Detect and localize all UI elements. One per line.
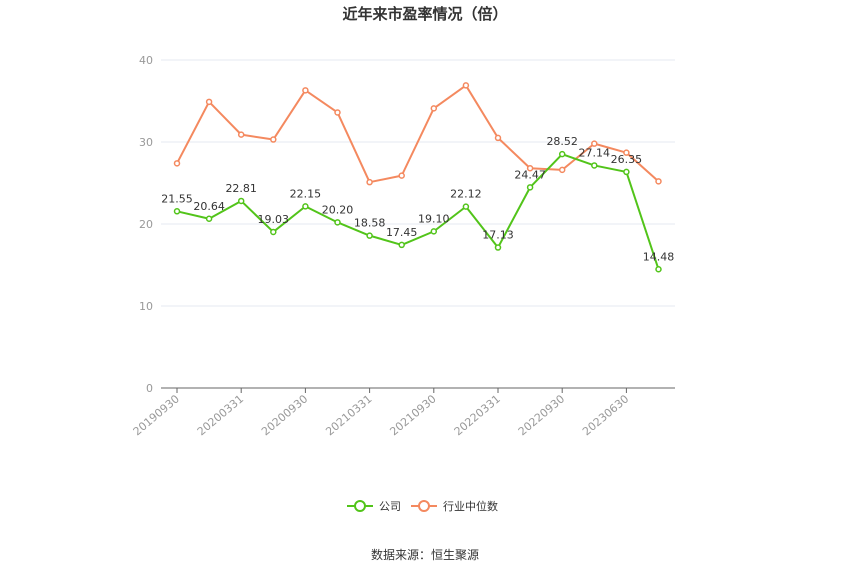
industry-median-point xyxy=(270,136,277,143)
company-data-label: 18.58 xyxy=(354,217,386,230)
x-tick-label: 20200930 xyxy=(259,392,310,438)
company-point xyxy=(173,208,181,215)
industry-median-point xyxy=(205,98,213,106)
industry-median-point xyxy=(366,178,373,186)
company-point xyxy=(591,162,598,169)
company-point xyxy=(302,203,309,210)
y-tick-label: 10 xyxy=(139,300,153,313)
company-point xyxy=(494,244,502,251)
company-data-label: 27.14 xyxy=(579,146,611,159)
x-tick-label: 20210331 xyxy=(323,392,374,438)
industry-median-point xyxy=(237,131,245,138)
company-data-label: 17.45 xyxy=(386,226,418,239)
legend-industry-marker xyxy=(418,500,430,512)
x-tick-label: 20220930 xyxy=(516,392,567,438)
company-data-label: 26.35 xyxy=(611,153,643,166)
x-tick-label: 20200331 xyxy=(195,392,246,438)
industry-median-point xyxy=(173,160,181,167)
company-point xyxy=(623,168,630,176)
company-data-label: 22.15 xyxy=(290,187,322,200)
company-data-label: 20.64 xyxy=(193,200,225,213)
industry-median-point xyxy=(430,105,438,112)
x-tick-label: 20190930 xyxy=(131,392,182,438)
legend-industry-label: 行业中位数 xyxy=(443,499,498,513)
company-data-label: 19.03 xyxy=(258,213,290,226)
company-point xyxy=(366,232,373,239)
industry-median-point xyxy=(558,166,566,174)
x-tick-label: 20220331 xyxy=(452,392,503,438)
industry-median-point xyxy=(623,149,630,156)
industry-median-point xyxy=(398,172,405,179)
data-source: 数据来源：恒生聚源 xyxy=(371,547,479,562)
company-point xyxy=(655,266,662,273)
company-point xyxy=(398,241,405,249)
company-point xyxy=(270,228,277,236)
chart-title: 近年来市盈率情况（倍） xyxy=(342,5,507,23)
legend-item-company[interactable]: 公司 xyxy=(347,500,401,513)
industry-median-point xyxy=(494,134,502,142)
industry-median-point xyxy=(462,82,470,89)
company-data-label: 22.81 xyxy=(225,182,257,195)
industry-median-point xyxy=(655,178,662,185)
y-tick-label: 0 xyxy=(146,382,153,395)
y-tick-label: 30 xyxy=(139,136,153,149)
company-data-label: 28.52 xyxy=(546,135,578,148)
legend-item-industry-median[interactable]: 行业中位数 xyxy=(411,499,498,513)
company-data-label: 20.20 xyxy=(322,203,354,216)
company-line xyxy=(176,153,660,270)
company-point xyxy=(558,150,566,158)
company-point xyxy=(430,228,438,235)
company-data-label: 22.12 xyxy=(450,188,482,201)
company-data-label: 21.55 xyxy=(161,192,193,205)
x-tick-label: 20230630 xyxy=(580,392,631,438)
company-point xyxy=(205,215,213,223)
y-tick-label: 20 xyxy=(139,218,153,231)
industry-median-point xyxy=(591,140,598,147)
industry-median-point xyxy=(302,87,309,94)
company-data-label: 14.48 xyxy=(643,250,675,263)
company-point xyxy=(237,197,245,205)
y-tick-label: 40 xyxy=(139,54,153,67)
industry-median-line xyxy=(176,84,660,184)
legend-company-marker xyxy=(354,500,366,512)
legend-company-label: 公司 xyxy=(379,500,401,513)
x-tick-label: 20210930 xyxy=(387,392,438,438)
company-data-label: 24.47 xyxy=(514,168,546,181)
legend[interactable]: 公司 行业中位数 xyxy=(347,499,498,513)
company-point xyxy=(462,203,470,210)
company-point xyxy=(334,219,341,226)
company-point xyxy=(526,184,534,191)
company-data-label: 17.13 xyxy=(482,229,514,242)
industry-median-point xyxy=(526,164,534,172)
industry-median-point xyxy=(334,109,341,116)
company-data-label: 19.10 xyxy=(418,212,450,225)
series-lines xyxy=(173,82,662,273)
